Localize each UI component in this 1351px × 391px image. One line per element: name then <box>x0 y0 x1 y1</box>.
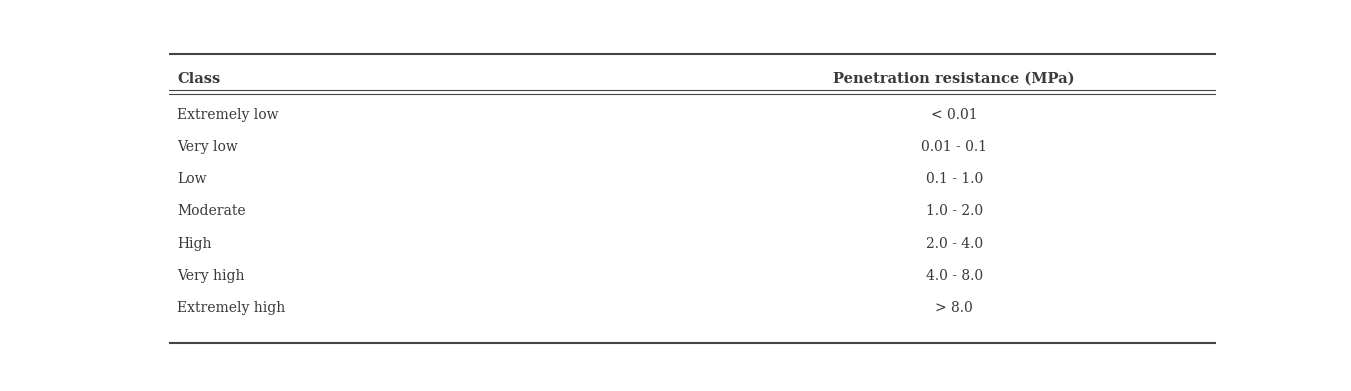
Text: Low: Low <box>177 172 207 186</box>
Text: 0.1 - 1.0: 0.1 - 1.0 <box>925 172 982 186</box>
Text: Class: Class <box>177 72 220 86</box>
Text: > 8.0: > 8.0 <box>935 301 973 315</box>
Text: < 0.01: < 0.01 <box>931 108 978 122</box>
Text: Extremely high: Extremely high <box>177 301 285 315</box>
Text: Very low: Very low <box>177 140 238 154</box>
Text: 4.0 - 8.0: 4.0 - 8.0 <box>925 269 982 283</box>
Text: 1.0 - 2.0: 1.0 - 2.0 <box>925 204 982 218</box>
Text: 0.01 - 0.1: 0.01 - 0.1 <box>921 140 988 154</box>
Text: 2.0 - 4.0: 2.0 - 4.0 <box>925 237 982 251</box>
Text: Moderate: Moderate <box>177 204 246 218</box>
Text: Very high: Very high <box>177 269 245 283</box>
Text: Extremely low: Extremely low <box>177 108 278 122</box>
Text: Penetration resistance (MPa): Penetration resistance (MPa) <box>834 72 1075 86</box>
Text: High: High <box>177 237 212 251</box>
